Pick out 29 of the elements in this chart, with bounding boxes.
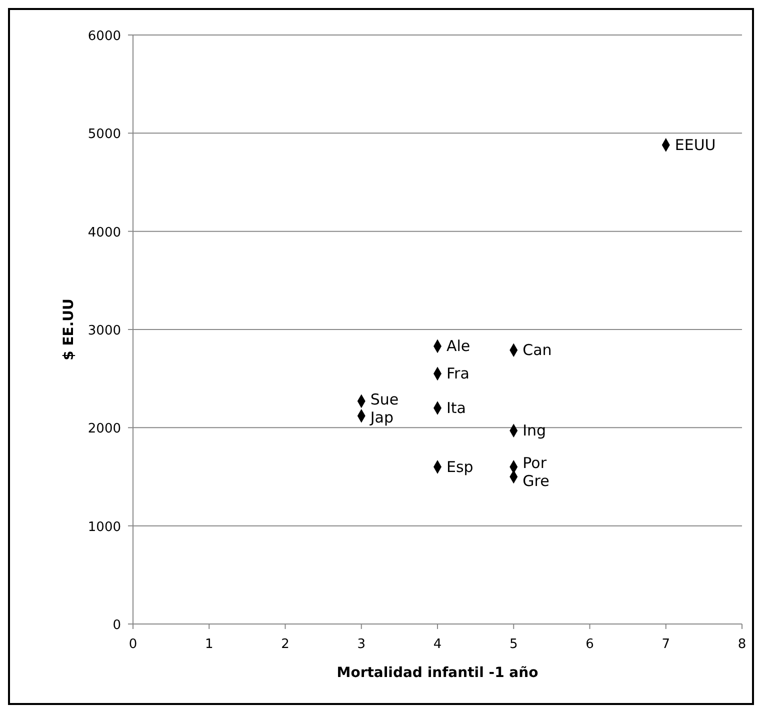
annotation: Jap <box>369 408 394 427</box>
x-tick-label: 6 <box>586 637 594 652</box>
y-tick-label: 5000 <box>88 127 121 142</box>
x-tick-label: 0 <box>128 637 138 652</box>
y-tick-label: 1000 <box>88 520 121 535</box>
annotation: Ing <box>522 422 546 440</box>
y-tick-label: 2000 <box>88 422 121 437</box>
x-tick-label: 2 <box>281 637 290 652</box>
annotation: Sue <box>370 390 399 409</box>
y-tick-label: 3000 <box>88 324 121 338</box>
annotation: Esp <box>446 458 474 476</box>
y-tick-label: 6000 <box>88 29 121 44</box>
annotation: Ita <box>446 399 466 418</box>
y-axis-title: $ EE.UU <box>61 298 77 360</box>
x-tick-label: 1 <box>204 637 214 652</box>
annotation: Por <box>522 454 548 472</box>
x-tick-label: 3 <box>357 637 366 652</box>
x-tick-label: 7 <box>662 637 670 652</box>
y-tick-label: 0 <box>112 618 121 633</box>
x-axis-title: Mortalidad infantil -1 año <box>336 665 539 681</box>
annotation: Can <box>522 341 552 360</box>
x-tick-label: 8 <box>738 637 746 652</box>
y-tick-label: 4000 <box>88 225 121 240</box>
annotation: Fra <box>446 364 470 383</box>
x-tick-label: 5 <box>509 637 518 652</box>
annotation: Ale <box>446 337 470 356</box>
annotation: Gre <box>522 472 550 490</box>
annotation: EEUU <box>674 136 716 154</box>
x-tick-label: 4 <box>433 637 442 652</box>
